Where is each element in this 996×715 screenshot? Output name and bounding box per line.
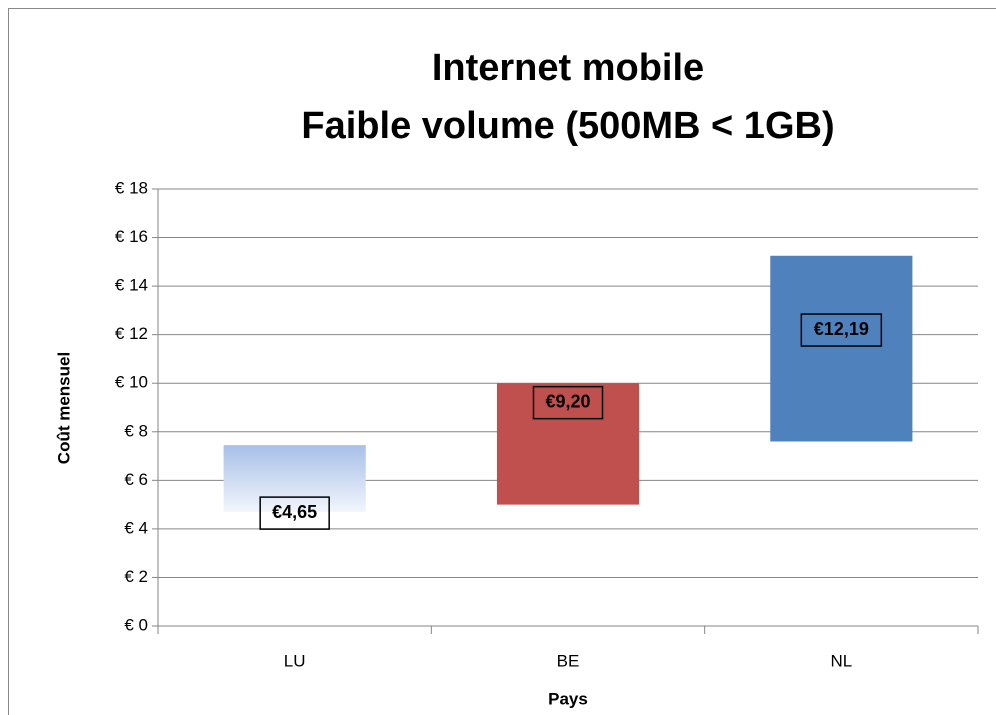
y-tick-label: € 2 [124, 567, 148, 586]
chart-title: Internet mobile [432, 47, 704, 89]
y-tick-label: € 4 [124, 518, 148, 537]
value-label-box [800, 313, 883, 347]
y-tick-label: € 16 [115, 227, 148, 246]
y-tick-label: € 0 [124, 615, 148, 634]
bar [770, 255, 913, 442]
value-label: €9,20 [545, 391, 590, 411]
bar [223, 445, 366, 512]
y-tick-label: € 6 [124, 470, 148, 489]
bar [496, 383, 640, 505]
chart-title: Faible volume (500MB < 1GB) [301, 105, 834, 147]
value-label-box [259, 496, 330, 530]
y-tick-label: € 14 [115, 276, 148, 295]
value-label: €4,65 [272, 502, 317, 522]
y-tick-label: € 18 [115, 178, 148, 197]
x-axis-title: Pays [548, 689, 588, 708]
value-label-box [532, 385, 604, 420]
y-tick-label: € 8 [124, 421, 148, 440]
x-tick-label: BE [557, 651, 580, 670]
x-tick-label: NL [830, 651, 852, 670]
y-tick-label: € 10 [115, 373, 148, 392]
y-tick-label: € 12 [115, 324, 148, 343]
y-axis-title: Coût mensuel [54, 352, 73, 464]
value-label: €12,19 [814, 319, 869, 339]
x-tick-label: LU [284, 651, 306, 670]
